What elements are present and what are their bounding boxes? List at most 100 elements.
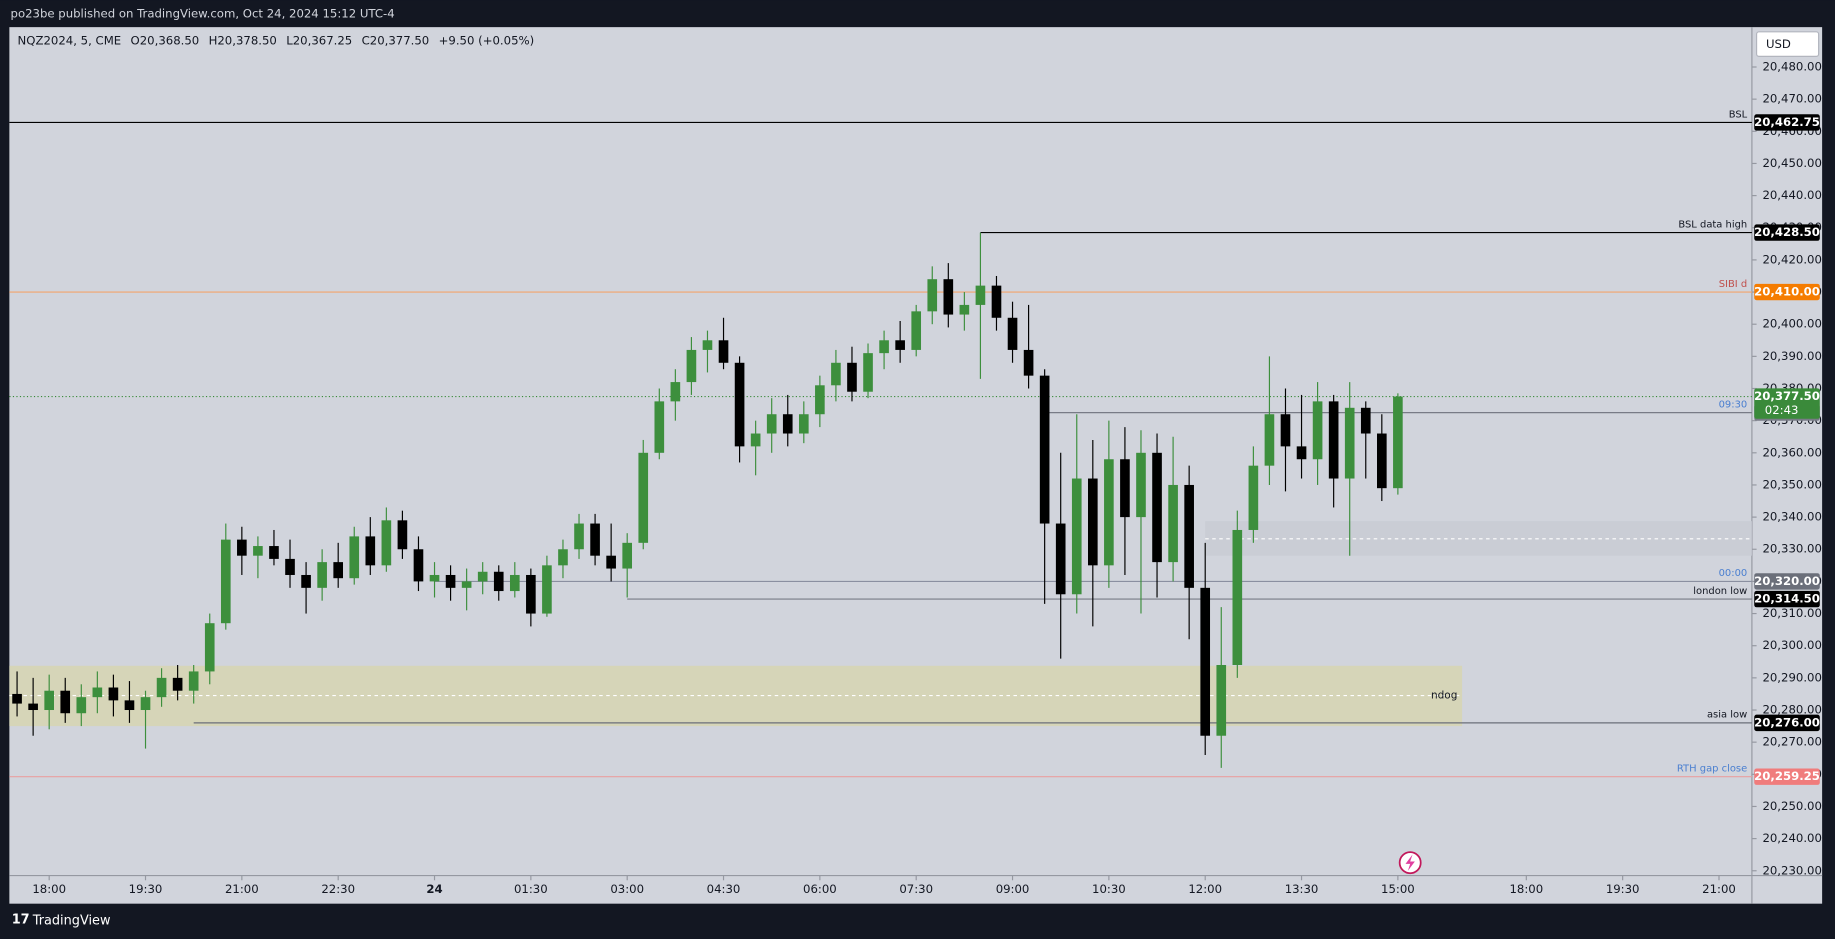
- candle-body: [991, 285, 1002, 318]
- y-tick-label: 20,480.00: [1762, 60, 1821, 74]
- candle-body: [509, 574, 520, 592]
- candle-body: [44, 690, 54, 711]
- level-label: 09:30: [1719, 399, 1748, 410]
- y-tick-label: 20,390.00: [1762, 349, 1821, 363]
- x-tick-label: 19:30: [129, 882, 163, 896]
- candle-body: [718, 340, 729, 363]
- x-tick-label: 24: [426, 882, 442, 896]
- x-tick-label: 21:00: [225, 882, 259, 896]
- price-tag-label: 20,428.50: [1754, 225, 1820, 239]
- y-tick-label: 20,400.00: [1762, 317, 1821, 331]
- price-tag: [1754, 114, 1820, 131]
- candle-body: [831, 362, 841, 386]
- candle-body: [1071, 478, 1082, 595]
- candle-body: [60, 690, 71, 714]
- candle-body: [1120, 459, 1130, 518]
- symbol: NQZ2024, 5, CME: [18, 34, 122, 48]
- candle-body: [1023, 349, 1034, 376]
- level-label: 00:00: [1719, 568, 1748, 579]
- candle-body: [734, 362, 745, 447]
- ohlc-value: O20,368.50: [131, 34, 200, 48]
- y-tick-label: 20,310.00: [1762, 606, 1821, 620]
- x-tick-label: 03:00: [610, 882, 644, 896]
- y-tick-label: 20,340.00: [1762, 510, 1821, 524]
- y-tick-label: 20,470.00: [1762, 92, 1821, 106]
- candle-body: [140, 697, 151, 711]
- level-label: asia low: [1707, 710, 1747, 721]
- candle-body: [76, 697, 87, 714]
- candle-body: [285, 558, 295, 575]
- chart-background: [9, 27, 1823, 904]
- candle-body: [1264, 414, 1275, 466]
- brand: TradingView: [32, 914, 111, 929]
- last-price-tag: [1754, 388, 1820, 419]
- price-tag-label: 20,259.25: [1754, 769, 1820, 783]
- candle-body: [429, 574, 440, 582]
- candle-body: [124, 700, 135, 711]
- x-tick-label: 07:30: [899, 882, 933, 896]
- x-tick-label: 18:00: [1509, 882, 1543, 896]
- candle-body: [606, 555, 616, 569]
- alert-bolt: [1405, 854, 1415, 871]
- candle-body: [269, 546, 279, 559]
- y-tick-label: 20,330.00: [1762, 542, 1821, 556]
- candle-body: [445, 574, 456, 588]
- candle-body: [750, 433, 761, 447]
- candle-body: [863, 353, 873, 392]
- candle-body: [1232, 529, 1243, 666]
- candle-body: [638, 452, 649, 543]
- candle-body: [397, 520, 408, 550]
- candle-body: [108, 687, 119, 701]
- x-tick-label: 12:00: [1188, 882, 1222, 896]
- candle-body: [172, 677, 183, 691]
- level-label: BSL: [1729, 109, 1748, 120]
- currency[interactable]: USD: [1766, 37, 1791, 51]
- price-tag-label: 20,410.00: [1754, 285, 1820, 299]
- candle-body: [413, 549, 424, 582]
- x-tick-label: 19:30: [1606, 882, 1640, 896]
- candle-body: [1328, 401, 1339, 479]
- candle-body: [622, 542, 633, 569]
- x-tick-label: 09:00: [996, 882, 1030, 896]
- price-tag: [1754, 590, 1820, 608]
- candle-body: [1055, 523, 1066, 595]
- candle-body: [317, 562, 327, 588]
- candle-body: [1184, 484, 1194, 588]
- candle-body: [1393, 396, 1403, 489]
- candle-body: [1312, 401, 1323, 460]
- price-tag: [1754, 714, 1820, 732]
- x-tick-label: 06:00: [803, 882, 837, 896]
- y-tick-label: 20,280.00: [1762, 703, 1821, 717]
- candle-body: [815, 385, 825, 415]
- candle-body: [959, 304, 970, 315]
- x-tick-label: 04:30: [707, 882, 741, 896]
- x-tick-label: 18:00: [32, 882, 66, 896]
- candle-body: [1087, 478, 1098, 566]
- price-tag-label: 20,320.00: [1754, 574, 1820, 588]
- candle-body: [702, 340, 713, 350]
- candle-body: [895, 340, 905, 350]
- candle-body: [1216, 665, 1227, 736]
- price-tag: [1754, 768, 1820, 785]
- candle-body: [253, 546, 263, 556]
- zone-label: ndog: [1431, 690, 1457, 702]
- candle-body: [927, 279, 938, 312]
- x-tick-label: 01:30: [514, 882, 548, 896]
- candle-body: [686, 349, 697, 383]
- candle-body: [943, 279, 954, 315]
- candle-body: [204, 623, 215, 672]
- publisher: po23be published on TradingView.com, Oct…: [11, 7, 395, 21]
- currency-box[interactable]: [1756, 31, 1820, 57]
- candle-body: [1377, 433, 1387, 489]
- candle-body: [782, 414, 793, 434]
- y-tick-label: 20,230.00: [1762, 863, 1821, 877]
- y-tick-label: 20,360.00: [1762, 445, 1821, 459]
- candle-body: [1168, 484, 1178, 563]
- candle-body: [670, 382, 681, 402]
- candle-body: [1152, 452, 1162, 563]
- candle-body: [1039, 375, 1050, 524]
- x-tick-label: 13:30: [1285, 882, 1319, 896]
- price-tag-label: 20,462.75: [1754, 115, 1820, 129]
- candle-body: [493, 571, 504, 592]
